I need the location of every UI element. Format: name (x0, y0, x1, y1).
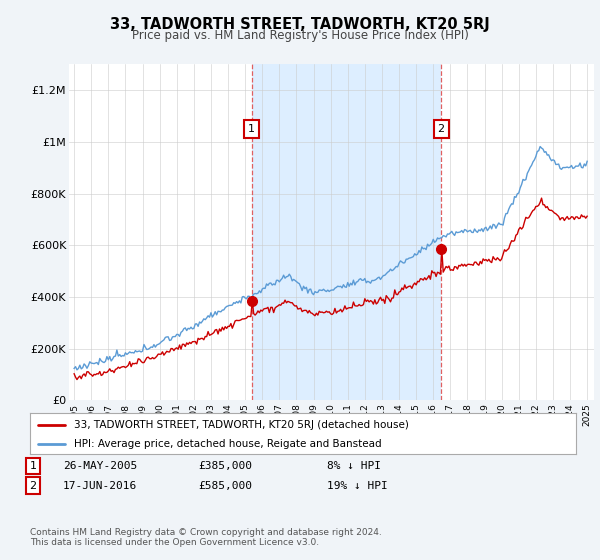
Text: £385,000: £385,000 (198, 461, 252, 471)
Text: 26-MAY-2005: 26-MAY-2005 (63, 461, 137, 471)
Text: HPI: Average price, detached house, Reigate and Banstead: HPI: Average price, detached house, Reig… (74, 438, 382, 449)
Text: 19% ↓ HPI: 19% ↓ HPI (327, 480, 388, 491)
Text: £585,000: £585,000 (198, 480, 252, 491)
Text: 8% ↓ HPI: 8% ↓ HPI (327, 461, 381, 471)
Text: 1: 1 (248, 124, 255, 134)
Text: 2: 2 (29, 480, 37, 491)
Text: 33, TADWORTH STREET, TADWORTH, KT20 5RJ: 33, TADWORTH STREET, TADWORTH, KT20 5RJ (110, 17, 490, 32)
Text: Price paid vs. HM Land Registry's House Price Index (HPI): Price paid vs. HM Land Registry's House … (131, 29, 469, 42)
Text: Contains HM Land Registry data © Crown copyright and database right 2024.
This d: Contains HM Land Registry data © Crown c… (30, 528, 382, 547)
Text: 17-JUN-2016: 17-JUN-2016 (63, 480, 137, 491)
Bar (251, 64, 441, 400)
Text: 33, TADWORTH STREET, TADWORTH, KT20 5RJ (detached house): 33, TADWORTH STREET, TADWORTH, KT20 5RJ … (74, 419, 409, 430)
Text: 1: 1 (29, 461, 37, 471)
Text: 2: 2 (437, 124, 445, 134)
